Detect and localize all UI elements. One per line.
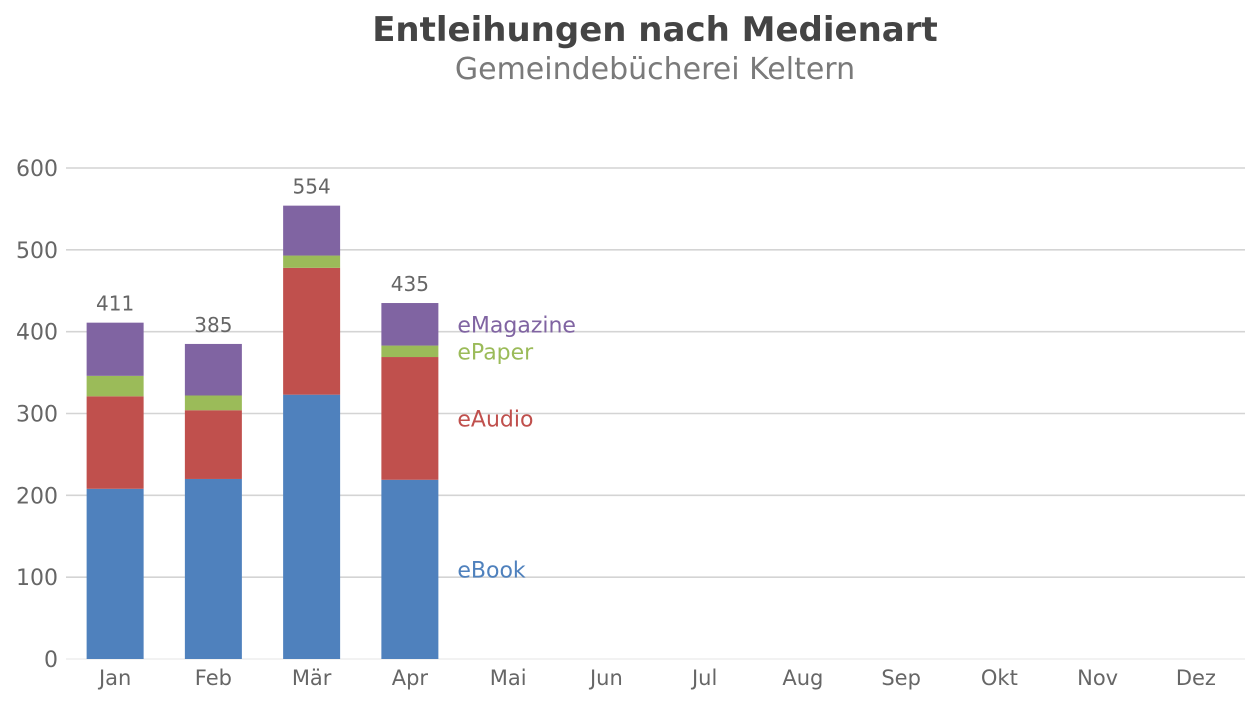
bar-segment [381,345,439,358]
bar-segment [283,255,341,268]
legend-label: eBook [457,558,526,583]
bar-segment [184,343,242,396]
x-tick-label: Mär [292,666,332,690]
bars [86,205,439,659]
x-tick-label: Jan [97,666,131,690]
y-tick-label: 400 [16,321,58,346]
bar-segment [283,394,341,659]
y-tick-label: 100 [16,566,58,591]
gridlines [66,167,1245,660]
legend-label: eAudio [457,407,533,432]
y-axis-ticks: 0 100 200 300 400 500 600 [16,157,58,673]
bar-segment [283,267,341,395]
bar-segment [86,396,144,489]
x-tick-label: Dez [1176,666,1216,690]
bar-segment [184,395,242,411]
x-tick-label: Apr [392,666,429,690]
legend-label: ePaper [457,340,534,365]
y-tick-label: 200 [16,484,58,509]
total-label: 411 [96,292,134,316]
bar-segment [184,410,242,479]
x-tick-label: Jul [690,666,717,690]
x-tick-label: Nov [1077,666,1118,690]
x-tick-label: Sep [881,666,921,690]
y-tick-label: 0 [44,648,58,673]
bar-segment [381,479,439,659]
bar-segment [283,205,341,256]
x-tick-label: Jun [588,666,623,690]
total-label: 435 [391,272,429,296]
legend-label: eMagazine [457,313,576,338]
y-tick-label: 300 [16,403,58,428]
y-tick-label: 500 [16,239,58,264]
total-label: 554 [293,175,331,199]
x-tick-label: Aug [782,666,823,690]
chart-subtitle: Gemeindebücherei Keltern [454,52,856,87]
x-axis-ticks: Jan Feb Mär Apr Mai Jun Jul Aug Sep Okt Nov Dez [97,666,1216,690]
chart-title: Entleihungen nach Medienart [372,10,938,50]
bar-segment [86,322,144,376]
bar-segment [381,303,439,346]
y-tick-label: 600 [16,157,58,182]
total-labels: 411 385 554 435 [96,175,429,337]
bar-segment [86,488,144,659]
x-tick-label: Feb [195,666,232,690]
x-tick-label: Okt [981,666,1018,690]
bar-segment [184,478,242,659]
total-label: 385 [194,313,232,337]
bar-segment [86,375,144,397]
bar-segment [381,357,439,480]
x-tick-label: Mai [490,666,527,690]
